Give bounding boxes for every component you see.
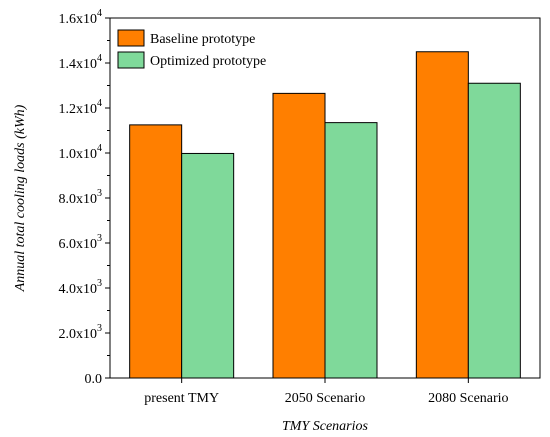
legend: Baseline prototype Optimized prototype	[117, 29, 266, 69]
y-tick-label: 1.0x104	[59, 143, 103, 162]
y-tick-label: 4.0x103	[59, 278, 103, 297]
x-tick-label: 2050 Scenario	[285, 391, 365, 406]
bars-layer	[129, 51, 521, 379]
x-tick-label: 2080 Scenario	[428, 391, 508, 406]
legend-label: Optimized prototype	[150, 54, 266, 69]
legend-label: Baseline prototype	[150, 32, 255, 47]
legend-swatch	[117, 51, 145, 69]
bar-baseline-1	[129, 124, 183, 379]
y-tick-label: 1.4x104	[59, 53, 103, 72]
y-tick-label: 1.6x104	[59, 8, 103, 27]
y-tick-label: 1.2x104	[59, 98, 103, 117]
y-axis: 0.0 2.0x103 4.0x103 6.0x103 8.0x103 1.0x104 1.…	[59, 8, 110, 387]
y-tick-label: 8.0x103	[59, 188, 103, 207]
y-tick-label: 0.0	[85, 372, 103, 387]
bar-optimized-1	[181, 152, 235, 379]
bar-optimized-3	[467, 82, 521, 379]
x-tick-label: present TMY	[144, 391, 219, 406]
bar-baseline-3	[415, 51, 469, 379]
legend-swatch	[117, 29, 145, 47]
x-axis-label: TMY Scenarios	[282, 419, 369, 434]
y-axis-label: Annual total cooling loads (kWh)	[13, 104, 28, 292]
bar-optimized-2	[324, 122, 378, 379]
bar-baseline-2	[272, 92, 326, 379]
y-tick-label: 6.0x103	[59, 233, 103, 252]
y-tick-label: 2.0x103	[59, 323, 103, 342]
x-axis: present TMY 2050 Scenario 2080 Scenario	[144, 378, 509, 406]
